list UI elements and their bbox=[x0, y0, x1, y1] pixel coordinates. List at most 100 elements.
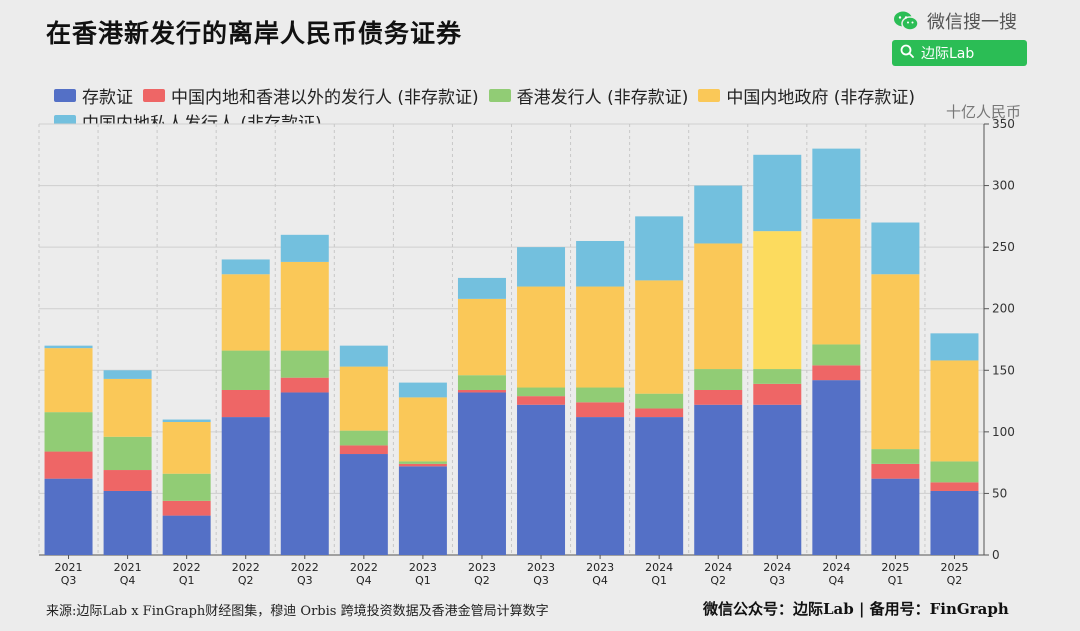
x-tick-label-quarter: Q2 bbox=[238, 574, 254, 587]
y-tick-label: 100 bbox=[992, 425, 1015, 439]
bar-segment bbox=[221, 259, 270, 275]
bar-segment bbox=[44, 348, 93, 413]
y-tick-label: 200 bbox=[992, 302, 1015, 316]
legend-label: 香港发行人 (非存款证) bbox=[516, 87, 689, 108]
bar-segment bbox=[753, 383, 802, 405]
x-tick-label-quarter: Q2 bbox=[474, 574, 490, 587]
x-tick-label-quarter: Q1 bbox=[415, 574, 431, 587]
bar-segment bbox=[930, 490, 979, 555]
footer-source: 来源:边际Lab x FinGraph财经图集，穆迪 Orbis 跨境投资数据及… bbox=[46, 604, 549, 619]
bar-segment bbox=[694, 389, 743, 405]
bar-segment bbox=[812, 380, 861, 555]
bar-segment bbox=[694, 243, 743, 370]
x-tick-label-quarter: Q1 bbox=[888, 574, 904, 587]
footer-account: 微信公众号：边际Lab | 备用号：FinGraph bbox=[703, 600, 1009, 618]
legend-swatch bbox=[54, 88, 76, 102]
bar-segment bbox=[221, 350, 270, 390]
legend-row-1: 存款证 中国内地和香港以外的发行人 (非存款证) 香港发行人 (非存款证) 中国… bbox=[54, 82, 974, 108]
x-tick-label-year: 2025 bbox=[881, 561, 909, 574]
x-tick-label-quarter: Q1 bbox=[651, 574, 667, 587]
bar-segment bbox=[221, 389, 270, 418]
bar-segment bbox=[694, 185, 743, 244]
bar-segment bbox=[162, 473, 211, 501]
x-tick-label-quarter: Q2 bbox=[947, 574, 963, 587]
chart-title: 在香港新发行的离岸人民币债务证券 bbox=[46, 19, 463, 48]
x-tick-label-year: 2022 bbox=[232, 561, 260, 574]
bar-segment bbox=[812, 344, 861, 366]
legend-item[interactable]: 香港发行人 (非存款证) bbox=[488, 83, 689, 108]
bar-segment bbox=[280, 261, 329, 351]
x-tick-label-quarter: Q4 bbox=[829, 574, 845, 587]
bar-segment bbox=[44, 345, 93, 349]
bar-segment bbox=[576, 240, 625, 287]
x-tick-label-year: 2021 bbox=[114, 561, 142, 574]
bar-segment bbox=[930, 461, 979, 483]
bar-segment bbox=[103, 370, 152, 379]
wechat-search-brand[interactable]: 微信搜一搜 bbox=[893, 8, 1017, 34]
bar-segment bbox=[635, 417, 684, 555]
legend-swatch bbox=[143, 88, 165, 102]
legend-label: 存款证 bbox=[82, 87, 133, 108]
y-tick-label: 150 bbox=[992, 363, 1015, 377]
bar-segment bbox=[221, 274, 270, 351]
bar-segment bbox=[930, 360, 979, 462]
legend-item[interactable]: 中国内地和香港以外的发行人 (非存款证) bbox=[143, 83, 479, 108]
bar-segment bbox=[517, 247, 566, 287]
legend-item[interactable]: 存款证 bbox=[54, 83, 133, 108]
bar-segment bbox=[753, 231, 802, 370]
x-tick-label-year: 2022 bbox=[173, 561, 201, 574]
bar-segment bbox=[339, 454, 388, 555]
bar-segment bbox=[576, 286, 625, 388]
bar-segment bbox=[517, 387, 566, 397]
bar-segment bbox=[44, 478, 93, 555]
bar-segment bbox=[162, 422, 211, 474]
bar-segment bbox=[221, 417, 270, 555]
x-tick-label-year: 2024 bbox=[645, 561, 673, 574]
bar-segment bbox=[398, 466, 447, 555]
search-icon bbox=[900, 44, 914, 62]
bar-segment bbox=[339, 430, 388, 446]
bar-segment bbox=[871, 478, 920, 555]
search-box[interactable]: 边际Lab bbox=[892, 40, 1027, 66]
bar-segment bbox=[517, 286, 566, 388]
x-tick-label-year: 2024 bbox=[822, 561, 850, 574]
y-tick-label: 250 bbox=[992, 240, 1015, 254]
y-axis-unit-label: 十亿人民币 bbox=[946, 103, 1022, 121]
bar-segment bbox=[103, 436, 152, 471]
search-text: 边际Lab bbox=[921, 46, 975, 62]
legend-label: 中国内地政府 (非存款证) bbox=[726, 87, 916, 108]
legend-label: 中国内地和香港以外的发行人 (非存款证) bbox=[171, 87, 479, 108]
x-tick-label-year: 2023 bbox=[527, 561, 555, 574]
y-tick-label: 0 bbox=[992, 548, 1000, 562]
bar-segment bbox=[44, 451, 93, 479]
bar-segment bbox=[635, 280, 684, 394]
bar-segment bbox=[398, 382, 447, 398]
bar-segment bbox=[457, 389, 506, 393]
bar-segment bbox=[871, 449, 920, 464]
bar-segment bbox=[339, 345, 388, 367]
bar-segment bbox=[871, 274, 920, 450]
bar-segment bbox=[871, 222, 920, 275]
x-tick-label-year: 2022 bbox=[291, 561, 319, 574]
bar-segment bbox=[162, 419, 211, 423]
bar-segment bbox=[103, 378, 152, 437]
legend-swatch bbox=[698, 88, 721, 102]
bar-segment bbox=[812, 365, 861, 381]
bar-segment bbox=[457, 375, 506, 390]
brand-name: 微信搜一搜 bbox=[927, 12, 1017, 33]
bar-segment bbox=[694, 369, 743, 390]
x-tick-label-quarter: Q3 bbox=[769, 574, 785, 587]
y-tick-label: 350 bbox=[992, 117, 1015, 131]
x-tick-label-quarter: Q3 bbox=[61, 574, 77, 587]
bar-segment bbox=[576, 417, 625, 555]
x-tick-label-quarter: Q3 bbox=[533, 574, 549, 587]
bar-segment bbox=[398, 461, 447, 464]
legend-item[interactable]: 中国内地政府 (非存款证) bbox=[698, 83, 915, 108]
bar-segment bbox=[576, 387, 625, 403]
y-tick-label: 300 bbox=[992, 179, 1015, 193]
bar-segment bbox=[635, 216, 684, 281]
bar-segment bbox=[162, 500, 211, 516]
bar-segment bbox=[44, 412, 93, 452]
x-tick-label-quarter: Q1 bbox=[179, 574, 195, 587]
bar-segment bbox=[812, 218, 861, 345]
